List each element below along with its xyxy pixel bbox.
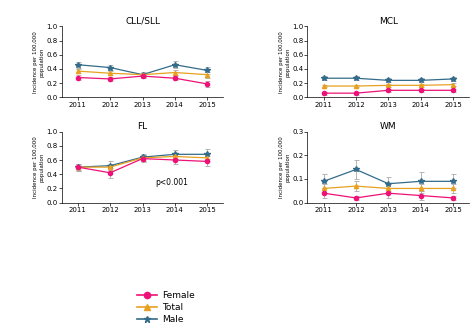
Y-axis label: Incidence per 100,000
population: Incidence per 100,000 population: [279, 136, 291, 198]
Y-axis label: Incidence per 100,000
population: Incidence per 100,000 population: [33, 31, 45, 93]
Title: CLL/SLL: CLL/SLL: [125, 16, 160, 26]
Y-axis label: Incidence per 100,000
population: Incidence per 100,000 population: [279, 31, 291, 93]
Text: p<0.001: p<0.001: [155, 178, 188, 187]
Title: WM: WM: [380, 122, 397, 131]
Title: MCL: MCL: [379, 16, 398, 26]
Legend: Female, Total, Male: Female, Total, Male: [137, 291, 195, 324]
Y-axis label: Incidence per 100,000
population: Incidence per 100,000 population: [33, 136, 45, 198]
Title: FL: FL: [137, 122, 147, 131]
